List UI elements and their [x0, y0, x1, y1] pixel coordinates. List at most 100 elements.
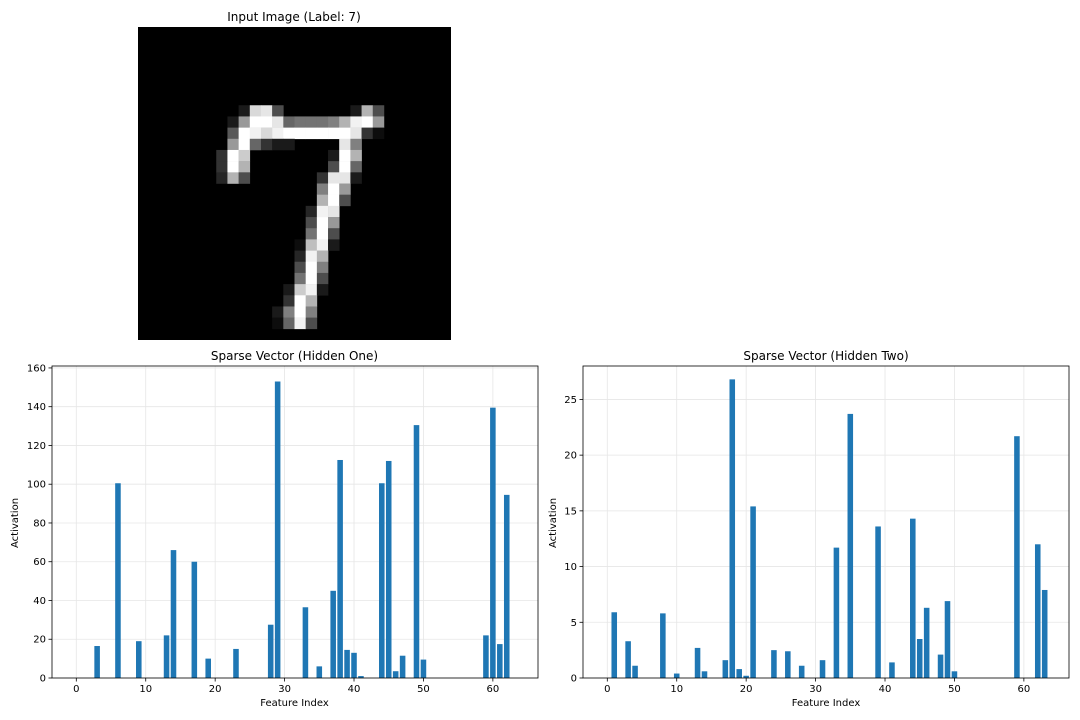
bar	[785, 651, 791, 678]
image-pixel	[283, 306, 295, 318]
bar	[833, 547, 840, 678]
image-pixel	[216, 161, 228, 173]
image-pixel	[305, 228, 318, 240]
bar	[344, 649, 350, 678]
bar	[875, 526, 881, 678]
bar	[191, 561, 198, 678]
bar	[497, 644, 503, 678]
image-pixel	[249, 127, 262, 140]
image-pixel	[316, 127, 329, 140]
image-pixel	[294, 295, 306, 307]
image-pixel	[328, 127, 340, 140]
hidden-two-ylabel: Activation	[548, 498, 559, 548]
image-pixel	[227, 172, 239, 184]
image-pixel	[350, 161, 362, 173]
y-tick-label: 100	[27, 480, 46, 491]
image-pixel	[238, 149, 251, 162]
image-pixel	[339, 127, 351, 140]
hidden-one-ylabel: Activation	[10, 498, 21, 548]
input-image-grid	[138, 27, 451, 340]
image-pixel	[328, 217, 340, 229]
bar	[379, 483, 385, 678]
bar	[701, 671, 708, 678]
image-pixel	[350, 172, 362, 184]
bar	[736, 669, 742, 678]
bar	[750, 506, 756, 678]
image-pixel	[272, 105, 284, 117]
image-pixel	[227, 161, 239, 173]
bar	[771, 650, 777, 678]
bar	[798, 665, 805, 678]
axes-frame	[582, 365, 1070, 679]
bar	[729, 379, 736, 678]
image-pixel	[283, 116, 295, 128]
bar	[302, 607, 309, 678]
bar	[625, 641, 631, 678]
image-pixel	[316, 116, 329, 128]
image-pixel	[283, 138, 295, 151]
image-pixel	[328, 161, 340, 173]
x-tick-label: 50	[417, 684, 430, 695]
image-pixel	[339, 161, 351, 173]
y-tick-label: 0	[40, 674, 46, 685]
image-pixel	[294, 306, 306, 318]
bar	[916, 639, 923, 678]
bar	[743, 675, 749, 678]
image-pixel	[283, 284, 295, 296]
bar	[358, 676, 364, 678]
y-tick-label: 0	[571, 674, 577, 685]
image-pixel	[294, 239, 306, 251]
bar	[420, 659, 427, 678]
bar	[115, 483, 121, 678]
image-pixel	[305, 116, 318, 128]
bar	[1034, 544, 1041, 678]
image-pixel	[305, 295, 318, 307]
image-pixel	[316, 272, 329, 285]
image-pixel	[238, 138, 251, 151]
bar	[722, 660, 729, 678]
image-pixel	[316, 217, 329, 229]
bar	[673, 673, 680, 678]
image-pixel	[283, 317, 295, 330]
hidden-one-xlabel: Feature Index	[260, 698, 329, 709]
bar	[413, 425, 420, 678]
image-pixel	[305, 272, 318, 285]
image-pixel	[294, 261, 306, 274]
x-tick-label: 30	[278, 684, 291, 695]
y-tick-label: 25	[564, 395, 577, 406]
image-pixel	[283, 295, 295, 307]
image-pixel	[350, 127, 362, 140]
x-tick-label: 20	[740, 684, 753, 695]
image-pixel	[328, 239, 340, 251]
image-pixel	[316, 194, 329, 207]
image-pixel	[249, 105, 262, 117]
y-tick-label: 60	[33, 557, 46, 568]
input-image-title: Input Image (Label: 7)	[227, 10, 361, 24]
bar	[1041, 589, 1048, 678]
hidden-two-plot: 0 10 20 30 40 50 60 0 5 10 15 20 25	[564, 365, 1070, 695]
image-pixel	[328, 172, 340, 184]
image-pixel	[372, 116, 385, 128]
image-pixel	[328, 149, 340, 162]
image-pixel	[294, 250, 306, 263]
image-pixel	[249, 138, 262, 151]
image-pixel	[339, 138, 351, 151]
image-pixel	[361, 105, 374, 117]
image-pixel	[272, 306, 284, 318]
bar	[205, 658, 211, 678]
y-tick-label: 120	[27, 441, 46, 452]
bar	[316, 666, 323, 678]
image-pixel	[227, 138, 239, 151]
image-pixel	[350, 105, 362, 117]
bar	[163, 635, 170, 678]
image-pixel	[328, 116, 340, 128]
hidden-one-plot: 0 10 20 30 40 50 60 0 20 40 60 80 100 120 140 160	[27, 363, 539, 695]
input-image-panel: Input Image (Label: 7)	[138, 10, 451, 340]
bar	[944, 601, 951, 678]
bar	[490, 407, 496, 678]
image-pixel	[238, 116, 251, 128]
x-tick-label: 0	[73, 684, 79, 695]
image-pixel	[272, 138, 284, 151]
image-pixel	[238, 172, 251, 184]
image-pixel	[339, 172, 351, 184]
